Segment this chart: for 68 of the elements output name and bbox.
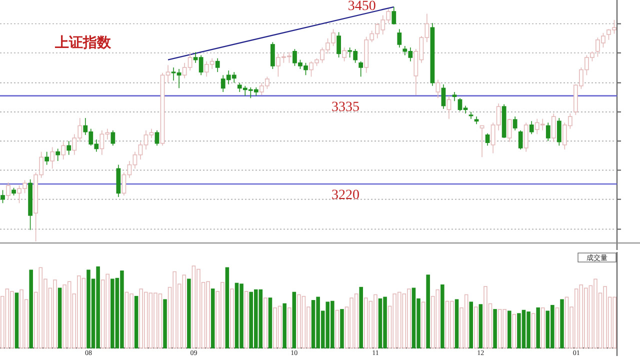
annotation: 3450	[348, 0, 376, 14]
candlestick	[397, 28, 402, 48]
bar	[478, 304, 483, 348]
candlestick	[342, 47, 346, 62]
candlestick	[524, 122, 528, 152]
bar	[440, 284, 444, 348]
candlestick	[436, 79, 440, 99]
candlestick	[446, 95, 452, 120]
ref-line-label: 3220	[332, 188, 360, 203]
bar	[210, 288, 215, 348]
candlestick	[507, 118, 512, 142]
bar	[244, 291, 248, 348]
bar	[163, 299, 167, 348]
candlestick	[50, 146, 55, 170]
bar	[268, 298, 272, 348]
bar	[225, 267, 230, 348]
candlestick	[452, 92, 457, 102]
bar	[555, 307, 560, 348]
bar	[454, 299, 459, 348]
bar	[340, 309, 344, 348]
bar	[540, 307, 545, 348]
bar	[29, 270, 33, 348]
bar	[531, 313, 536, 348]
candlestick	[0, 190, 5, 204]
candlestick	[336, 32, 341, 58]
bar	[508, 310, 512, 348]
bar	[292, 292, 296, 348]
candlestick	[215, 58, 220, 72]
bar	[359, 286, 363, 348]
candlestick	[358, 60, 364, 78]
candlestick	[66, 140, 72, 156]
text: 上证指数	[54, 35, 112, 51]
candlestick	[468, 112, 474, 120]
candlestick	[6, 182, 10, 200]
candlestick	[441, 84, 446, 110]
candlestick	[512, 116, 518, 131]
candlestick	[392, 6, 396, 25]
bar	[134, 296, 138, 348]
candlestick	[61, 141, 66, 160]
bar	[493, 309, 497, 348]
bar	[230, 288, 234, 348]
candlestick	[551, 113, 556, 142]
bar	[58, 288, 62, 348]
bar	[264, 298, 268, 348]
candlestick	[556, 118, 562, 146]
bar	[536, 307, 540, 348]
candlestick	[44, 151, 50, 166]
candlestick	[529, 120, 534, 135]
candlestick	[546, 122, 550, 142]
ref-line-label: 3335	[332, 100, 360, 115]
bar	[426, 274, 430, 348]
bar	[474, 306, 478, 348]
bar	[187, 278, 191, 348]
candlestick	[480, 125, 484, 158]
candlestick	[485, 132, 490, 146]
candlestick	[154, 130, 160, 146]
bar	[421, 302, 426, 348]
bar	[560, 299, 564, 348]
bar	[512, 314, 516, 348]
candlestick	[110, 130, 116, 146]
bar	[282, 303, 286, 348]
candlestick	[518, 130, 523, 150]
candlestick	[270, 42, 275, 70]
candlestick	[56, 148, 60, 162]
bar	[469, 302, 473, 348]
bar	[14, 292, 19, 348]
bar	[287, 307, 292, 348]
bar	[335, 310, 340, 348]
